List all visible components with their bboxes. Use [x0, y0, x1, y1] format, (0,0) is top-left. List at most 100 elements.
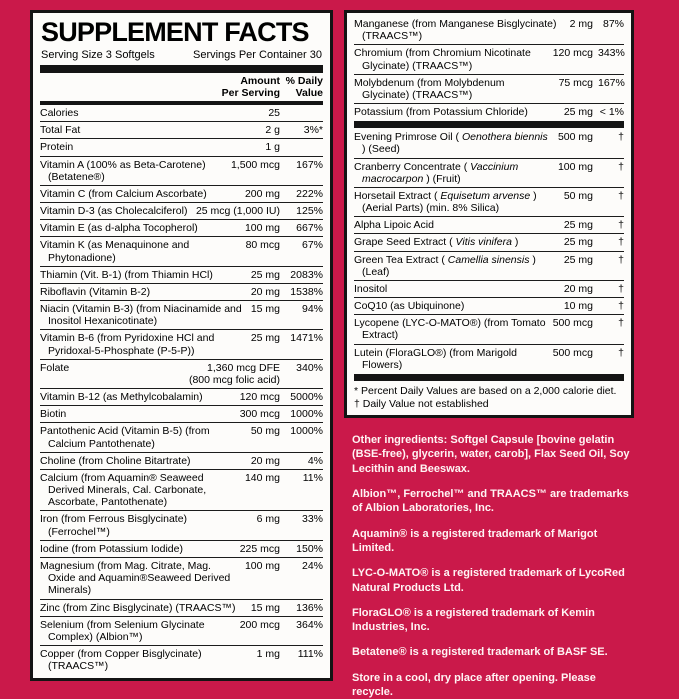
table-row: Alpha Lipoic Acid 25 mg †	[354, 217, 624, 235]
daily-value: †	[618, 219, 624, 232]
minerals-table: Manganese (from Manganese Bisglycinate) …	[354, 16, 625, 120]
nutrient-name: Molybdenum (from Molybdenum Glycinate) (…	[354, 76, 505, 101]
table-row: Total Fat 2 g 3%*	[40, 122, 323, 140]
table-row: Green Tea Extract ( Camellia sinensis ) …	[354, 252, 624, 281]
daily-value: †	[618, 317, 624, 330]
amount-value: 25 mg	[250, 268, 280, 281]
amount-value: 20 mg	[250, 454, 280, 467]
amount-value: 80 mcg	[245, 239, 280, 252]
daily-value: 111%	[297, 648, 323, 661]
nutrient-name: Thiamin (Vit. B-1) (from Thiamin HCl)	[40, 268, 213, 281]
nutrient-name: Total Fat	[40, 124, 81, 137]
table-row: Biotin 300 mcg 1000%	[40, 406, 323, 424]
amount-value: 500 mg	[557, 131, 593, 144]
table-row: Iodine (from Potassium Iodide) 225 mcg 150…	[40, 541, 323, 558]
nutrient-name: Lutein (FloraGLO®) (from Marigold Flower…	[354, 346, 517, 371]
amount-value: 1,500 mcg	[230, 158, 280, 171]
amount-value: 50 mg	[250, 425, 280, 438]
table-row: Vitamin K (as Menaquinone and Phytonadio…	[40, 237, 323, 267]
table-row: Zinc (from Zinc Bisglycinate) (TRAACS™) 1…	[40, 600, 323, 617]
daily-value: 11%	[302, 471, 323, 484]
daily-value: †	[618, 236, 624, 249]
left-column: SUPPLEMENT FACTS Serving Size 3 Softgels…	[30, 10, 333, 682]
note-paragraph: Other ingredients: Softgel Capsule [bovi…	[352, 434, 630, 475]
table-row: Calcium (from Aquamin® Seaweed Derived M…	[40, 470, 323, 512]
daily-value: 150%	[296, 542, 323, 555]
daily-value: 4%	[307, 454, 323, 467]
table-row: Choline (from Choline Bitartrate) 20 mg 4%	[40, 453, 323, 470]
table-row: Copper (from Copper Bisglycinate) (TRAAC…	[40, 646, 323, 674]
table-row: Vitamin C (from Calcium Ascorbate) 200 mg…	[40, 186, 323, 204]
nutrient-name: Riboflavin (Vitamin B-2)	[40, 285, 151, 298]
amount-value: 25 mg	[563, 253, 593, 266]
amount-value: 1 mg	[256, 648, 280, 661]
daily-value: †	[618, 189, 624, 202]
table-row: Folate 1,360 mcg DFE (800 mcg folic acid)…	[40, 360, 323, 390]
amount-value: 120 mcg	[239, 391, 280, 404]
amount-value: 25 mg	[563, 236, 593, 249]
nutrient-name: CoQ10 (as Ubiquinone)	[354, 300, 465, 313]
serving-info: Serving Size 3 Softgels Servings Per Con…	[40, 47, 323, 65]
amount-value: 2 mg	[569, 18, 593, 30]
amount-value: 6 mg	[256, 513, 280, 526]
amount-value: 2 g	[265, 124, 280, 137]
table-row: Magnesium (from Mag. Citrate, Mag. Oxide…	[40, 558, 323, 600]
daily-value: 167%	[598, 76, 625, 89]
daily-value: †	[618, 282, 624, 295]
note-paragraph: Betatene® is a registered trademark of B…	[352, 646, 608, 659]
table-row: Selenium (from Selenium Glycinate Comple…	[40, 617, 323, 647]
nutrient-name: Biotin	[40, 408, 67, 421]
daily-value: †	[618, 131, 624, 144]
nutrient-name: Protein	[40, 141, 74, 154]
supplement-facts-panel: SUPPLEMENT FACTS Serving Size 3 Softgels…	[30, 10, 333, 682]
nutrient-name: Vitamin D-3 (as Cholecalciferol)	[40, 205, 188, 218]
table-row: Cranberry Concentrate ( Vaccinium macroc…	[354, 159, 624, 188]
daily-value: < 1%	[599, 106, 624, 119]
note-paragraph: Aquamin® is a registered trademark of Ma…	[352, 527, 598, 554]
table-row: Vitamin E (as d-alpha Tocopherol) 100 mg 6…	[40, 220, 323, 238]
nutrient-name: Alpha Lipoic Acid	[354, 219, 434, 232]
nutrient-name: Horsetail Extract ( Equisetum arvense ) …	[354, 189, 537, 215]
amount-value: 75 mcg	[558, 76, 593, 89]
nutrient-name: Vitamin B-12 (as Methylcobalamin)	[40, 391, 203, 404]
table-row: Pantothenic Acid (Vitamin B-5) (from Cal…	[40, 423, 323, 453]
amount-value: 25 mg	[563, 106, 593, 119]
nutrient-name: Zinc (from Zinc Bisglycinate) (TRAACS™)	[40, 601, 236, 614]
nutrient-name: Iron (from Ferrous Bisglycinate) (Ferroc…	[40, 513, 188, 538]
table-row: Chromium (from Chromium Nicotinate Glyci…	[354, 45, 625, 75]
table-row: Vitamin D-3 (as Cholecalciferol) 25 mcg (…	[40, 203, 323, 221]
nutrient-name: Magnesium (from Mag. Citrate, Mag. Oxide…	[40, 559, 231, 597]
divider-bar	[354, 373, 624, 381]
amount-value: 500 mcg	[552, 317, 593, 330]
amount-value: 50 mg	[563, 189, 593, 202]
nutrient-name: Evening Primrose Oil ( Oenothera biennis…	[354, 131, 548, 156]
column-headers: Amount Per Serving % Daily Value	[40, 73, 323, 105]
note-paragraph: * Percent Daily Values are based on a 2,…	[354, 384, 617, 397]
table-row: Horsetail Extract ( Equisetum arvense ) …	[354, 188, 624, 218]
table-row: Calories 25	[40, 105, 323, 123]
amount-value: 10 mg	[563, 300, 593, 313]
nutrient-name: Manganese (from Manganese Bisglycinate) …	[354, 18, 557, 43]
panel-title: SUPPLEMENT FACTS	[41, 17, 310, 47]
amount-per-serving-header: Amount Per Serving	[221, 75, 280, 99]
divider-bar	[40, 65, 323, 74]
table-row: Niacin (Vitamin B-3) (from Niacinamide a…	[40, 301, 323, 331]
amount-value: 500 mcg	[552, 346, 593, 359]
daily-value: 136%	[296, 601, 323, 614]
nutrient-name: Grape Seed Extract ( Vitis vinifera )	[354, 236, 519, 249]
amount-value: 100 mg	[244, 559, 280, 572]
table-row: Iron (from Ferrous Bisglycinate) (Ferroc…	[40, 511, 323, 541]
daily-value: 167%	[296, 158, 323, 171]
daily-value: 3%*	[303, 124, 323, 137]
amount-value: 25 mg	[250, 332, 280, 345]
daily-value: 1000%	[290, 425, 323, 438]
nutrient-name: Copper (from Copper Bisglycinate) (TRAAC…	[40, 648, 202, 673]
daily-value: 340%	[296, 361, 323, 374]
daily-value: 343%	[598, 47, 625, 60]
nutrient-table: Calories 25 Total Fat 2 g 3%* Protein 1 g Vitam…	[40, 105, 323, 674]
table-row: Manganese (from Manganese Bisglycinate) …	[354, 16, 624, 46]
daily-value: 33%	[301, 513, 323, 526]
daily-value: 222%	[296, 187, 323, 200]
daily-value: 24%	[301, 559, 323, 572]
daily-value: 94%	[301, 303, 323, 316]
